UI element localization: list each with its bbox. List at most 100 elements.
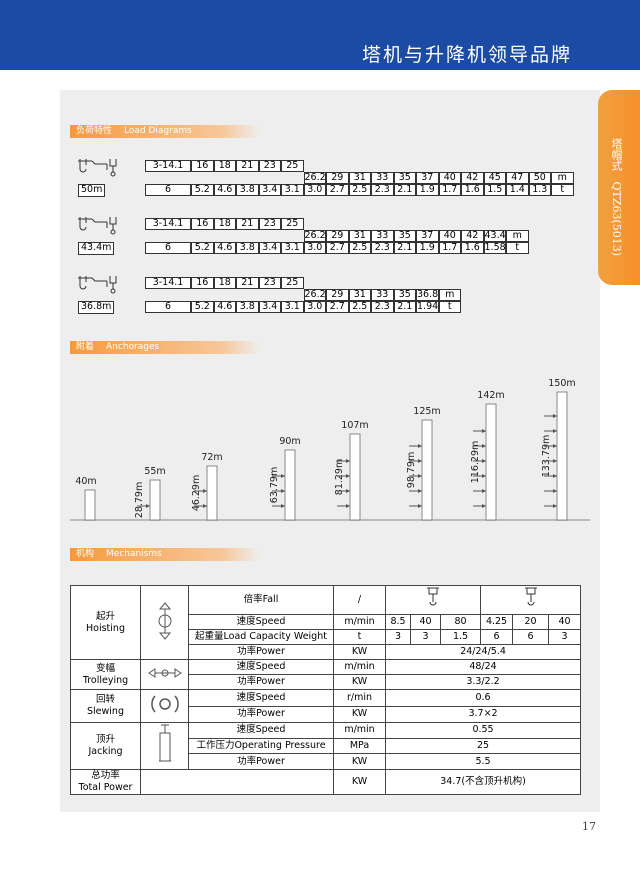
- radius-cell: 43.4: [483, 230, 506, 242]
- radius-cell: 23: [258, 277, 281, 289]
- crane-icon-wrap: [76, 158, 124, 192]
- section-title: 机构: [76, 549, 95, 559]
- value: 1.5: [439, 629, 482, 645]
- parameter: 速度Speed: [188, 722, 334, 739]
- radius-cell: 35: [393, 230, 416, 242]
- tower: [206, 465, 218, 521]
- table-row: 顶升 Jacking 速度Speed m/min 0.55: [70, 722, 582, 770]
- mechanism-name: 回转 Slewing: [70, 689, 141, 723]
- value: 3: [548, 629, 582, 645]
- value: 6: [512, 629, 550, 645]
- load-cell: 1.9: [416, 242, 439, 254]
- value: 24/24/5.4: [384, 644, 582, 660]
- parameter: 功率Power: [188, 674, 334, 690]
- load-cell: 4.6: [213, 242, 236, 254]
- load-cell: 2.7: [326, 301, 349, 313]
- value: 25: [384, 737, 582, 755]
- tower: [84, 489, 96, 521]
- tower: [485, 403, 497, 521]
- radius-cell: 40: [438, 172, 461, 184]
- value: 0.6: [384, 689, 582, 707]
- total-name-en: Total Power: [78, 782, 133, 793]
- section-bar: 负荷特性 Load Diagrams: [70, 125, 260, 138]
- empty-cell: [140, 769, 334, 795]
- radius-cell: 25: [281, 160, 304, 172]
- radius-cell: 3-14.1: [145, 160, 191, 172]
- side-tab-model: QTZ63(5013): [610, 181, 623, 257]
- anchor-arrow: [482, 459, 486, 463]
- mechanism-name-en: Trolleying: [82, 674, 129, 686]
- load-cell: 3.4: [258, 301, 281, 313]
- crane-icon-wrap: [76, 275, 124, 309]
- anchorage-diagram: 40m 55m 28.79m 72m 46.29m 90m 63.79m 107m 81.29m…: [70, 378, 590, 521]
- load-cell: 3.4: [258, 242, 281, 254]
- radius-cell: 45: [483, 172, 506, 184]
- load-cell: 2.5: [348, 242, 371, 254]
- anchor-arrow: [346, 489, 350, 493]
- fall-icon: [524, 587, 537, 606]
- unit: /: [333, 585, 386, 615]
- load-cell: t: [438, 301, 461, 313]
- value: 40: [410, 614, 441, 630]
- section-title: 附着: [76, 342, 95, 352]
- radius-cell: 3-14.1: [145, 218, 191, 230]
- anchor-arrow: [553, 504, 557, 508]
- mechanism-icon: [140, 722, 189, 770]
- load-cell: 1.9: [416, 184, 439, 196]
- mechanism-name: 变幅 Trolleying: [70, 659, 141, 690]
- parameter: 速度Speed: [188, 614, 334, 630]
- radius-cell: 42: [461, 230, 484, 242]
- radius-cell: m: [551, 172, 574, 184]
- tower-height: 72m: [201, 452, 222, 463]
- unit: KW: [333, 674, 386, 690]
- load-cell: 2.5: [348, 301, 371, 313]
- radius-cell: 31: [348, 172, 371, 184]
- load-cell: 3.8: [236, 242, 259, 254]
- table-row: 回转 Slewing 速度Speed r/min 0.6: [70, 689, 582, 723]
- mechanism-name: 顶升 Jacking: [70, 722, 141, 770]
- anchor-arrow: [553, 489, 557, 493]
- side-tab-label: 塔帽式: [610, 138, 623, 171]
- total-name-cn: 总功率: [91, 770, 120, 782]
- unit: m/min: [333, 614, 386, 630]
- table-row: 功率Power KW 24/24/5.4: [71, 644, 582, 660]
- radius-cell: 26.2: [303, 172, 326, 184]
- parameter: 速度Speed: [188, 659, 334, 675]
- mechanism-icon: [140, 689, 189, 723]
- mechanism-name-en: Slewing: [87, 706, 124, 717]
- crane-icon: [78, 217, 117, 235]
- load-cell: 3.8: [236, 301, 259, 313]
- radius-cell: 23: [258, 218, 281, 230]
- load-cell: 1.3: [528, 184, 551, 196]
- radius-cell: 35: [393, 172, 416, 184]
- slewing-icon: [150, 695, 179, 713]
- table-row: 功率Power KW 3.7×2: [71, 705, 582, 723]
- radius-cell: 26.2: [303, 289, 326, 301]
- jacking-icon: [158, 724, 171, 762]
- parameter: 功率Power: [188, 705, 334, 723]
- load-cell: 2.1: [393, 301, 416, 313]
- anchor-arrow: [418, 459, 422, 463]
- tower-height: 55m: [144, 466, 165, 477]
- load-cell: 3.4: [258, 184, 281, 196]
- mechanism-name-cn: 顶升: [95, 734, 115, 745]
- hoist-icon: [158, 601, 171, 640]
- load-cell: 2.1: [393, 184, 416, 196]
- tower-height: 125m: [413, 406, 440, 417]
- anchor-arrow: [418, 489, 422, 493]
- table-row: 变幅 Trolleying 速度Speed m/min 48/24: [70, 659, 582, 690]
- radius-cell: 3-14.1: [145, 277, 191, 289]
- unit: KW: [333, 753, 386, 770]
- section-title-en: Load Diagrams: [124, 126, 192, 136]
- load-cell: 3.1: [281, 184, 304, 196]
- anchor-arrow: [482, 489, 486, 493]
- mechanism-name-cn: 回转: [95, 694, 115, 705]
- table-row: 工作压力Operating Pressure MPa 25: [71, 737, 582, 755]
- value: 3.7×2: [384, 705, 582, 723]
- anchor-arrow: [346, 474, 350, 478]
- anchor-arrow: [346, 459, 350, 463]
- anchor-arrow: [482, 444, 486, 448]
- anchor-arrow: [482, 474, 486, 478]
- value: 34.7(不含顶升机构): [384, 769, 582, 795]
